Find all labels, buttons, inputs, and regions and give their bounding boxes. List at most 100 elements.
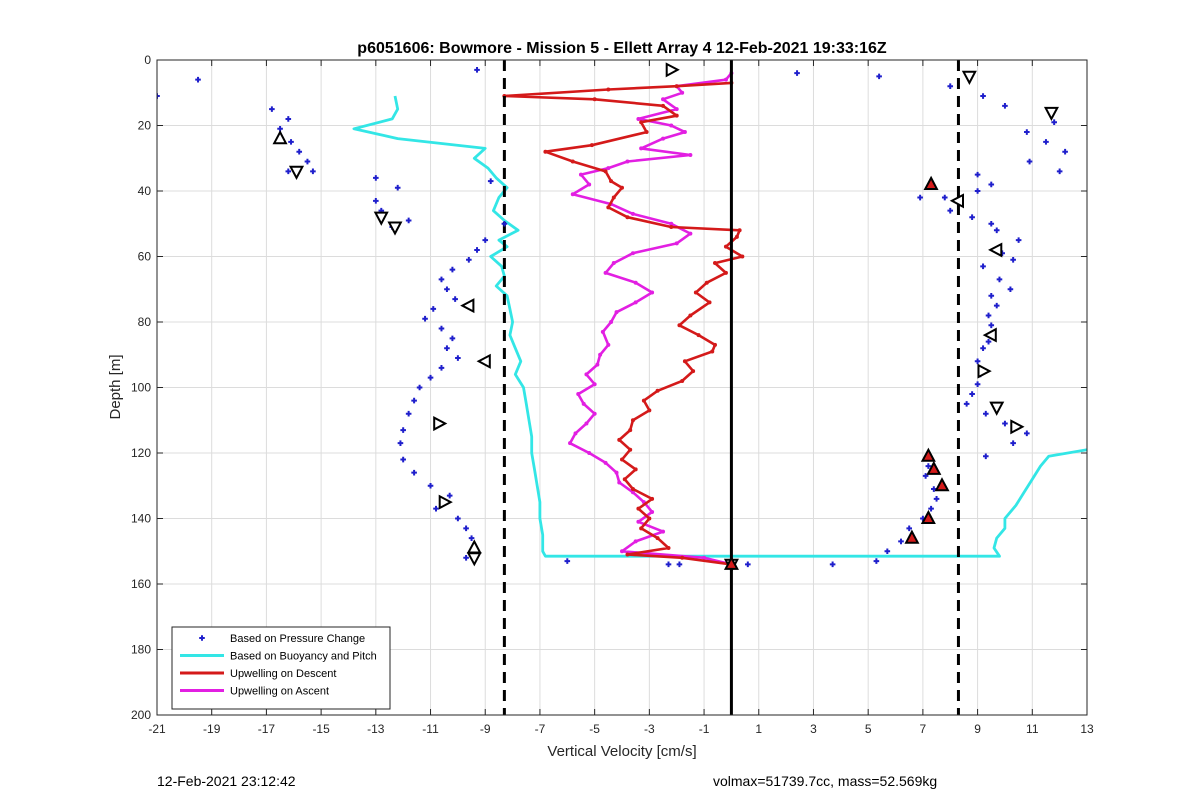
triangle-marker-hollow: [460, 298, 475, 314]
x-tick-label: -1: [699, 722, 710, 736]
pressure-point: [438, 365, 445, 371]
x-tick-label: -13: [367, 722, 385, 736]
descent-point: [713, 342, 717, 347]
x-tick-label: 5: [865, 722, 872, 736]
pressure-point: [1051, 119, 1057, 126]
pressure-point: [474, 247, 480, 253]
ascent-point: [573, 431, 578, 436]
pressure-point: [416, 384, 423, 391]
ascent-point: [680, 90, 685, 95]
ascent-point: [606, 166, 611, 171]
pressure-point: [373, 198, 379, 204]
pressure-point: [438, 276, 445, 283]
descent-point: [669, 225, 674, 230]
ascent-point: [600, 329, 605, 334]
pressure-point: [433, 505, 439, 512]
pressure-point: [285, 116, 292, 122]
pressure-point: [449, 266, 456, 273]
ascent-point: [568, 441, 573, 446]
pressure-point: [985, 312, 992, 319]
descent-point: [609, 179, 614, 184]
triangle-marker-filled: [723, 555, 739, 570]
ascent-point: [584, 372, 589, 377]
descent-point: [628, 447, 633, 452]
pressure-point: [411, 397, 417, 404]
descent-point: [691, 369, 696, 374]
legend-entry-label: Based on Pressure Change: [230, 633, 365, 645]
ascent-point: [598, 352, 603, 357]
pressure-point: [1062, 148, 1068, 155]
descent-point: [589, 143, 594, 148]
triangle-marker-filled: [920, 447, 936, 462]
descent-point: [628, 428, 633, 433]
pressure-point: [468, 535, 475, 541]
y-tick-label: 140: [131, 512, 151, 526]
ascent-point: [614, 310, 619, 315]
ascent-point: [603, 460, 608, 465]
triangle-marker-hollow: [982, 327, 997, 343]
pressure-point: [794, 70, 800, 76]
pressure-point: [1056, 168, 1063, 175]
pressure-point: [906, 525, 913, 532]
descent-point: [630, 418, 635, 423]
ascent-point: [636, 116, 641, 121]
pressure-point: [922, 473, 929, 479]
descent-point: [696, 333, 701, 338]
descent-point: [674, 113, 679, 118]
triangle-marker-filled: [923, 175, 939, 190]
descent-point: [620, 457, 624, 462]
pressure-point: [501, 220, 508, 227]
pressure-point: [449, 335, 456, 342]
pressure-point: [980, 93, 986, 99]
x-tick-label: 3: [810, 722, 817, 736]
pressure-point: [1002, 103, 1008, 109]
pressure-point: [988, 181, 995, 188]
pressure-point: [1002, 420, 1008, 427]
ascent-point: [639, 146, 644, 151]
pressure-point: [980, 345, 986, 351]
pressure-point: [873, 558, 880, 564]
descent-point: [661, 103, 666, 108]
pressure-point: [304, 158, 311, 165]
legend-entry-label: Based on Buoyancy and Pitch: [230, 651, 377, 663]
triangle-marker-hollow: [665, 62, 680, 78]
descent-point: [606, 205, 611, 210]
descent-point: [647, 516, 652, 521]
pressure-point: [1007, 286, 1014, 293]
pressure-point: [974, 358, 981, 365]
pressure-point: [1026, 158, 1033, 165]
legend-swatch-pressure: [199, 635, 205, 641]
y-axis-label: Depth [m]: [107, 354, 124, 419]
y-tick-label: 80: [138, 315, 152, 329]
x-tick-label: -21: [148, 722, 166, 736]
descent-point: [737, 228, 742, 233]
pressure-point: [466, 256, 472, 263]
descent-point: [666, 545, 671, 550]
descent-point: [723, 270, 728, 275]
pressure-point: [969, 391, 975, 397]
pressure-point: [829, 561, 836, 568]
ascent-point: [606, 342, 611, 347]
descent-point: [682, 359, 687, 364]
triangle-marker-filled: [926, 460, 942, 475]
ascent-point: [661, 97, 666, 102]
y-tick-label: 180: [131, 643, 151, 657]
ascent-point: [611, 261, 616, 266]
pressure-point: [988, 293, 995, 299]
descent-point: [592, 97, 597, 102]
pressure-point: [925, 463, 932, 469]
pressure-point: [1024, 430, 1030, 437]
pressure-point: [988, 220, 995, 227]
ascent-point: [661, 529, 666, 534]
footer-summary: volmax=51739.7cc, mass=52.569kg: [713, 773, 938, 789]
ascent-point: [630, 490, 635, 495]
pressure-point: [285, 168, 292, 175]
triangle-marker-hollow: [373, 211, 389, 226]
ascent-point: [669, 221, 674, 226]
pressure-point: [430, 306, 437, 312]
pressure-point: [963, 401, 970, 407]
triangle-marker-filled: [934, 477, 950, 492]
descent-point: [603, 169, 608, 174]
x-axis-label: Vertical Velocity [cm/s]: [547, 743, 696, 760]
pressure-point: [157, 93, 160, 99]
